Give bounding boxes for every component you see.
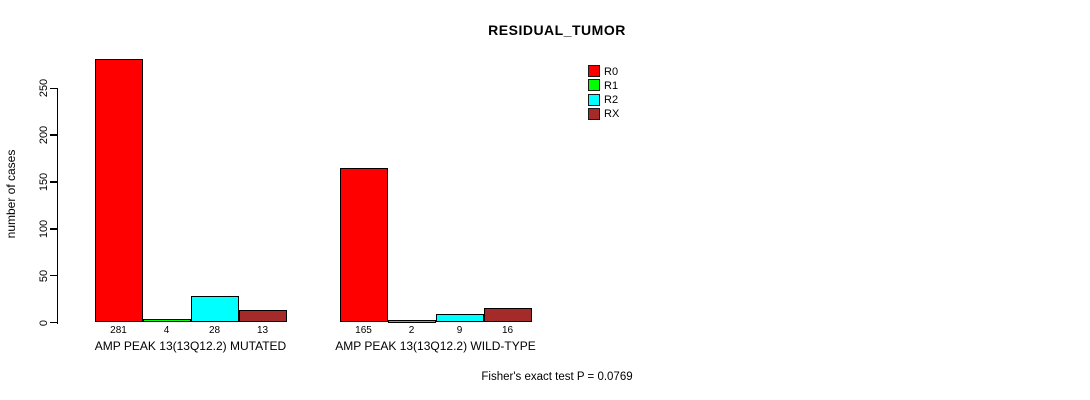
fisher-test-annotation: Fisher's exact test P = 0.0769 xyxy=(481,371,633,383)
legend-swatch-r1 xyxy=(588,79,600,92)
chart-title: RESIDUAL_TUMOR xyxy=(488,22,626,38)
x-group-label: AMP PEAK 13(13Q12.2) MUTATED xyxy=(94,339,287,353)
y-tick xyxy=(49,274,57,277)
bar-rx-group2 xyxy=(483,307,532,323)
y-tick-label: 150 xyxy=(38,172,50,192)
y-axis-line xyxy=(56,88,58,324)
y-tick xyxy=(49,87,57,89)
legend-label-rx: RX xyxy=(604,108,620,121)
legend-swatch-rx xyxy=(588,107,600,120)
y-tick-label: 250 xyxy=(38,79,50,98)
bar-value-label: 13 xyxy=(256,324,269,336)
y-tick-label: 50 xyxy=(38,269,50,282)
y-tick-label: 200 xyxy=(38,125,50,145)
x-group-label: AMP PEAK 13(13Q12.2) WILD-TYPE xyxy=(335,339,536,353)
legend-label-r1: R1 xyxy=(604,79,619,92)
bar-r1-group1 xyxy=(142,318,191,323)
bar-value-label: 2 xyxy=(408,324,415,336)
legend-label-r0: R0 xyxy=(604,65,619,78)
bar-value-label: 28 xyxy=(208,324,221,336)
y-tick xyxy=(49,134,57,136)
y-tick xyxy=(49,228,57,230)
bar-r2-group2 xyxy=(435,314,484,323)
bar-rx-group1 xyxy=(238,310,287,323)
bar-value-label: 9 xyxy=(456,324,463,336)
legend-swatch-r0 xyxy=(588,65,600,77)
bar-r1-group2 xyxy=(387,319,436,323)
bar-value-label: 16 xyxy=(501,324,514,336)
y-tick xyxy=(49,321,57,324)
bar-value-label: 4 xyxy=(163,324,170,336)
y-tick-label: 100 xyxy=(38,219,50,238)
legend-label-r2: R2 xyxy=(604,94,619,107)
bar-value-label: 165 xyxy=(355,324,372,336)
y-tick xyxy=(49,181,57,183)
legend-swatch-r2 xyxy=(588,93,600,106)
bar-r0-group1 xyxy=(94,59,143,323)
bar-value-label: 281 xyxy=(110,324,127,336)
bar-r0-group2 xyxy=(339,167,388,323)
bar-r2-group1 xyxy=(190,296,239,323)
y-tick-label: 0 xyxy=(38,319,50,326)
